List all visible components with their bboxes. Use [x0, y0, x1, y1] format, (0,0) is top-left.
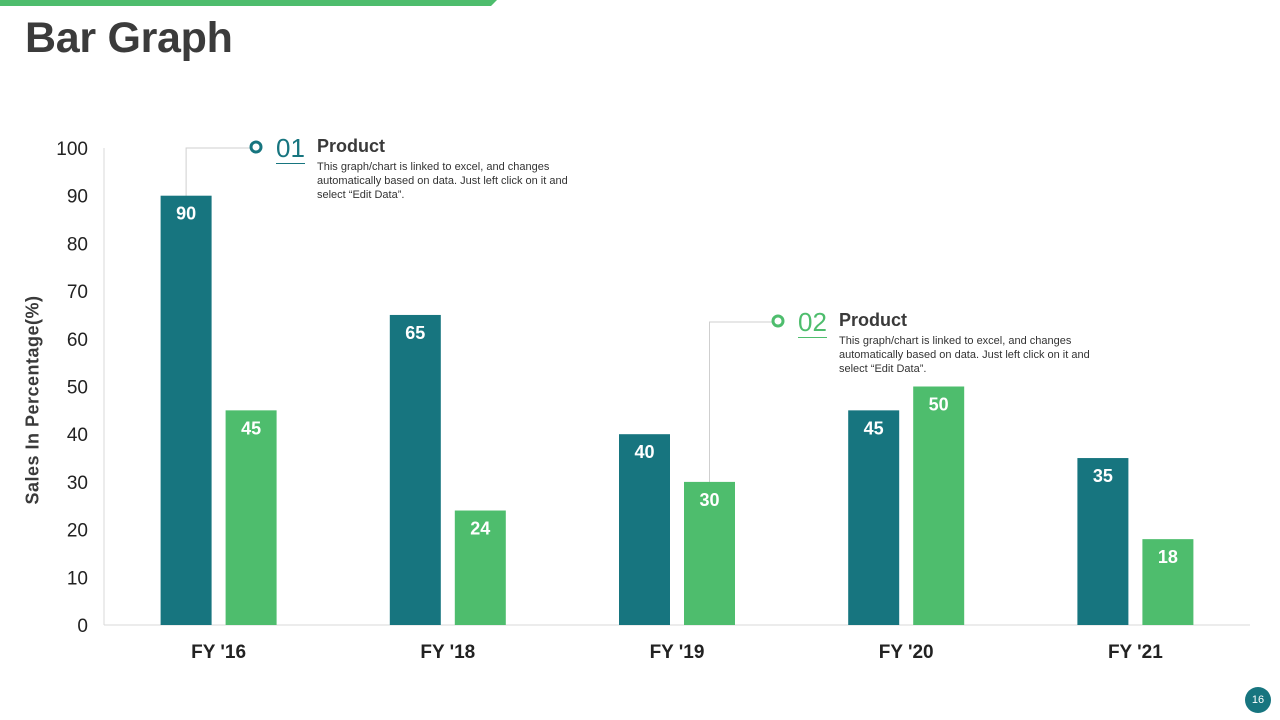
y-tick-label: 50 — [67, 378, 88, 399]
y-tick-label: 90 — [67, 187, 88, 208]
callout-1-leader-line — [185, 147, 250, 196]
y-tick-label: 40 — [67, 425, 88, 446]
y-tick-label: 60 — [67, 330, 88, 351]
bar-series-1 — [160, 195, 212, 625]
y-tick-label: 80 — [67, 234, 88, 255]
callout-number: 01 — [276, 133, 305, 164]
x-category-label: FY '21 — [1108, 642, 1163, 663]
callout-2-marker-icon — [771, 314, 785, 328]
bar-series-1 — [389, 314, 441, 625]
bar-data-label: 18 — [1158, 547, 1178, 567]
callout-heading: Product — [317, 136, 386, 156]
callout-1-marker-icon — [249, 140, 263, 154]
x-category-label: FY '20 — [879, 642, 934, 663]
y-tick-label: 10 — [67, 568, 88, 589]
y-tick-label: 30 — [67, 473, 88, 494]
bar-series-2 — [454, 510, 506, 625]
y-tick-label: 0 — [77, 616, 88, 637]
bar-data-label: 40 — [634, 442, 654, 462]
bar-series-1 — [848, 410, 900, 625]
bar-data-label: 65 — [405, 323, 425, 343]
callout-description: This graph/chart is linked to excel, and… — [839, 335, 1090, 375]
bar-data-label: 90 — [176, 204, 196, 224]
bar-series-2 — [1142, 539, 1194, 625]
callout-heading: Product — [839, 310, 908, 330]
x-category-label: FY '16 — [191, 642, 246, 663]
bar-data-label: 24 — [470, 519, 490, 539]
y-tick-label: 100 — [56, 139, 88, 160]
bar-data-label: 45 — [241, 418, 261, 438]
y-tick-label: 70 — [67, 282, 88, 303]
bar-series-2 — [913, 386, 965, 625]
bar-data-label: 35 — [1093, 466, 1113, 486]
bar-series-2 — [684, 481, 735, 625]
y-tick-label: 20 — [67, 521, 88, 542]
bar-data-label: 50 — [929, 395, 949, 415]
top-accent-bar — [0, 0, 497, 6]
page-title: Bar Graph — [25, 14, 233, 62]
page-number-badge: 16 — [1245, 687, 1271, 713]
bar-series-2 — [225, 410, 277, 625]
bar-data-label: 30 — [699, 490, 719, 510]
callout-number: 02 — [798, 307, 827, 338]
callout-description: This graph/chart is linked to excel, and… — [317, 161, 568, 201]
callout-2-leader-line — [709, 321, 772, 482]
bar-series-1 — [619, 434, 670, 625]
bar-data-label: 45 — [864, 418, 884, 438]
x-category-label: FY '18 — [420, 642, 475, 663]
x-category-label: FY '19 — [650, 642, 705, 663]
bar-series-1 — [1077, 458, 1129, 625]
